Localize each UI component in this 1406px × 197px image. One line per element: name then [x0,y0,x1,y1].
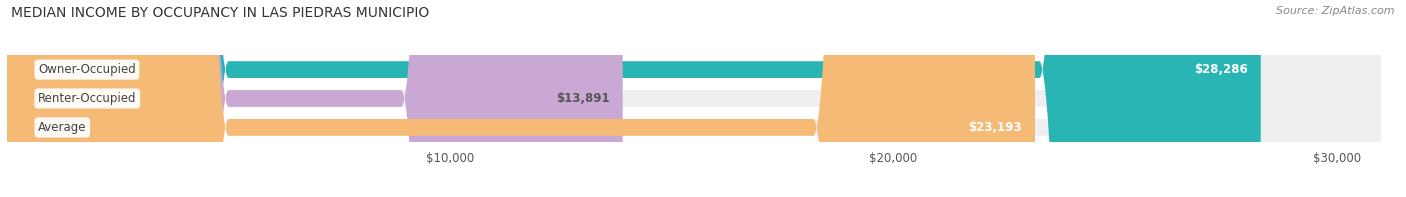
Text: Owner-Occupied: Owner-Occupied [38,63,136,76]
Text: $23,193: $23,193 [969,121,1022,134]
Text: Renter-Occupied: Renter-Occupied [38,92,136,105]
FancyBboxPatch shape [7,0,1035,197]
Text: $13,891: $13,891 [555,92,609,105]
Text: Average: Average [38,121,87,134]
FancyBboxPatch shape [7,0,1381,197]
Text: Source: ZipAtlas.com: Source: ZipAtlas.com [1277,6,1395,16]
Text: MEDIAN INCOME BY OCCUPANCY IN LAS PIEDRAS MUNICIPIO: MEDIAN INCOME BY OCCUPANCY IN LAS PIEDRA… [11,6,429,20]
Text: $28,286: $28,286 [1194,63,1247,76]
FancyBboxPatch shape [7,0,1261,197]
FancyBboxPatch shape [7,0,1381,197]
FancyBboxPatch shape [7,0,623,197]
FancyBboxPatch shape [7,0,1381,197]
